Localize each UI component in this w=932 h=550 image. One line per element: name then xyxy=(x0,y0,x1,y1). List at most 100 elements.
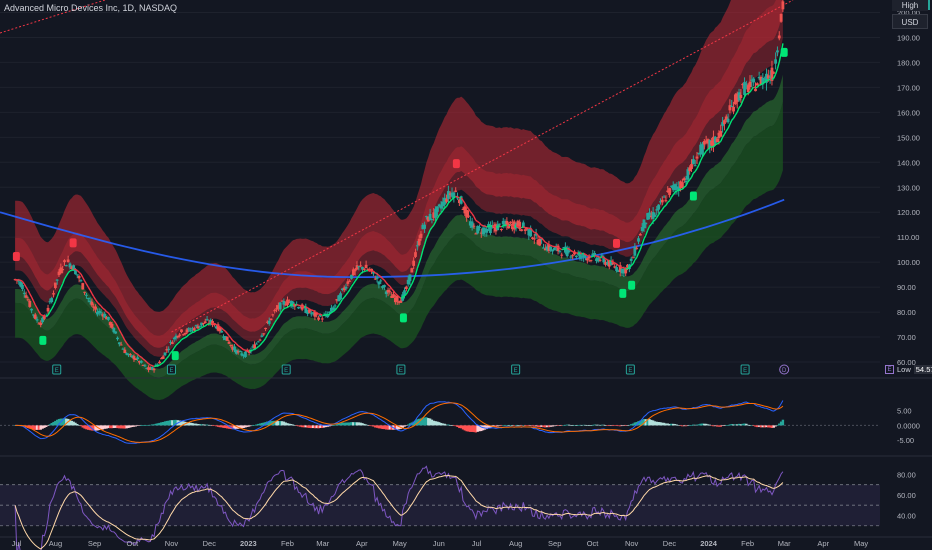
candle xyxy=(576,253,580,255)
candle xyxy=(364,264,368,269)
ema-fast-segment xyxy=(486,225,489,228)
candle xyxy=(240,353,244,356)
macd-histogram-bar xyxy=(359,422,362,426)
time-axis-label: Nov xyxy=(165,539,179,548)
time-axis-label: Feb xyxy=(281,539,294,548)
ema-fast-segment xyxy=(412,274,417,281)
macd-histogram-bar xyxy=(419,418,423,426)
macd-histogram-bar xyxy=(289,424,293,426)
macd-histogram-bar xyxy=(633,422,637,426)
macd-histogram-bar xyxy=(571,425,574,426)
price-axis-label: 80.00 xyxy=(897,308,916,317)
ema-fast-segment xyxy=(423,238,428,245)
currency-button[interactable]: USD xyxy=(892,14,928,29)
candle xyxy=(463,206,467,214)
ema-fast-segment xyxy=(42,314,45,317)
macd-histogram-bar xyxy=(211,425,214,426)
low-value: 54.57 xyxy=(913,365,932,374)
candle xyxy=(293,305,297,307)
ema-fast-segment xyxy=(208,322,212,325)
macd-histogram-bar xyxy=(194,423,198,426)
macd-histogram-bar xyxy=(171,420,174,426)
macd-histogram-bar xyxy=(394,425,397,430)
sell-signal xyxy=(69,238,77,248)
macd-histogram-bar xyxy=(70,420,73,426)
macd-histogram-bar xyxy=(72,421,75,426)
macd-histogram-bar xyxy=(438,422,441,426)
ema-fast-segment xyxy=(122,336,126,341)
price-axis-label: 160.00 xyxy=(897,108,920,117)
candle xyxy=(340,288,344,291)
candle xyxy=(216,324,220,331)
ema-fast-segment xyxy=(442,207,446,211)
price-axis-label: 190.00 xyxy=(897,33,920,42)
ema-fast-segment xyxy=(394,292,398,296)
time-axis-label: 2024 xyxy=(700,539,718,548)
macd-histogram-bar xyxy=(249,425,253,427)
candle xyxy=(74,269,77,275)
candle xyxy=(547,244,551,252)
ema-fast-segment xyxy=(731,117,735,121)
time-axis-label: May xyxy=(854,539,868,548)
candle xyxy=(680,182,684,189)
candle xyxy=(145,367,149,369)
candle xyxy=(222,336,225,338)
ema-fast-segment xyxy=(347,289,351,293)
candle xyxy=(286,299,289,305)
candle xyxy=(670,185,673,187)
macd-histogram-bar xyxy=(268,421,271,426)
candle xyxy=(479,232,483,234)
ema-fast-segment xyxy=(87,286,91,291)
earnings-marker: E xyxy=(740,364,750,375)
ema-fast-segment xyxy=(718,140,722,144)
ema-fast-segment xyxy=(135,352,138,355)
macd-axis-label: 5.00 xyxy=(897,407,912,416)
macd-histogram-bar xyxy=(202,424,205,426)
ema-fast-segment xyxy=(676,189,680,192)
candle xyxy=(715,138,719,143)
ema-fast-segment xyxy=(142,358,146,361)
ema-fast-segment xyxy=(703,150,707,155)
ema-fast-segment xyxy=(411,279,415,285)
ema-fast-segment xyxy=(535,232,539,236)
candle xyxy=(697,152,701,154)
candle xyxy=(766,75,770,79)
ema-fast-segment xyxy=(168,352,172,357)
svg-text:E: E xyxy=(628,368,632,374)
earnings-marker: E xyxy=(166,364,176,375)
candle xyxy=(532,238,536,240)
macd-histogram-bar xyxy=(644,419,648,426)
candle xyxy=(514,223,518,229)
candle xyxy=(671,185,675,190)
ema-fast-segment xyxy=(464,202,468,207)
candle xyxy=(95,311,99,315)
macd-histogram-bar xyxy=(480,425,483,432)
macd-histogram-bar xyxy=(770,425,774,428)
macd-histogram-bar xyxy=(693,424,697,426)
ema-fast-segment xyxy=(756,84,760,88)
candle xyxy=(381,286,384,288)
candle xyxy=(498,223,501,225)
ema-fast-segment xyxy=(184,335,188,339)
candle xyxy=(200,322,203,326)
candle xyxy=(417,238,421,246)
candle xyxy=(686,169,690,180)
price-axis-label: 200.00 xyxy=(897,8,920,17)
candle xyxy=(761,77,765,85)
price-axis-label: 120.00 xyxy=(897,208,920,217)
macd-histogram-bar xyxy=(244,425,247,428)
ema-fast-segment xyxy=(603,256,607,260)
candle xyxy=(99,312,103,314)
trendline xyxy=(171,0,794,333)
time-axis-label: Feb xyxy=(741,539,754,548)
ema-fast-segment xyxy=(592,254,595,257)
ema-fast-segment xyxy=(544,241,548,244)
candle xyxy=(620,268,624,274)
candle xyxy=(710,140,714,146)
macd-histogram-bar xyxy=(397,425,401,430)
macd-histogram-bar xyxy=(311,425,315,429)
macd-histogram-bar xyxy=(101,425,105,430)
candle xyxy=(17,280,21,282)
candle xyxy=(223,336,227,340)
